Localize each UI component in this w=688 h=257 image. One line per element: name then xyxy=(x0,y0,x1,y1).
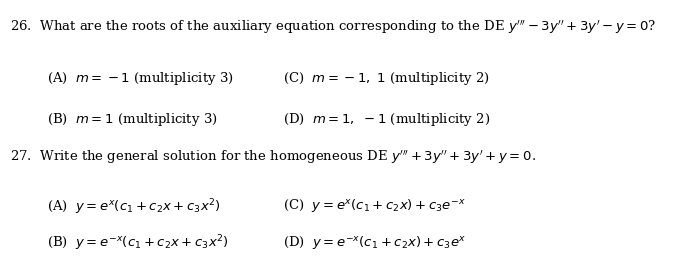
Text: (C)  $m = -1,\ 1$ (multiplicity 2): (C) $m = -1,\ 1$ (multiplicity 2) xyxy=(283,70,491,87)
Text: 26.  What are the roots of the auxiliary equation corresponding to the DE $y^{\p: 26. What are the roots of the auxiliary … xyxy=(10,19,656,36)
Text: (B)  $m = 1$ (multiplicity 3): (B) $m = 1$ (multiplicity 3) xyxy=(47,112,217,128)
Text: 27.  Write the general solution for the homogeneous DE $y^{\prime\prime\prime} +: 27. Write the general solution for the h… xyxy=(10,148,536,166)
Text: (A)  $m = -1$ (multiplicity 3): (A) $m = -1$ (multiplicity 3) xyxy=(47,70,233,87)
Text: (A)  $y = e^{x}(c_1 + c_2 x + c_3 x^2)$: (A) $y = e^{x}(c_1 + c_2 x + c_3 x^2)$ xyxy=(47,197,220,217)
Text: (D)  $m = 1,\ -1$ (multiplicity 2): (D) $m = 1,\ -1$ (multiplicity 2) xyxy=(283,112,491,128)
Text: (D)  $y = e^{-x}(c_1 + c_2 x) + c_3 e^{x}$: (D) $y = e^{-x}(c_1 + c_2 x) + c_3 e^{x}… xyxy=(283,234,467,251)
Text: (C)  $y = e^{x}(c_1 + c_2 x) + c_3 e^{-x}$: (C) $y = e^{x}(c_1 + c_2 x) + c_3 e^{-x}… xyxy=(283,197,466,214)
Text: (B)  $y = e^{-x}(c_1 + c_2 x + c_3 x^2)$: (B) $y = e^{-x}(c_1 + c_2 x + c_3 x^2)$ xyxy=(47,234,228,253)
